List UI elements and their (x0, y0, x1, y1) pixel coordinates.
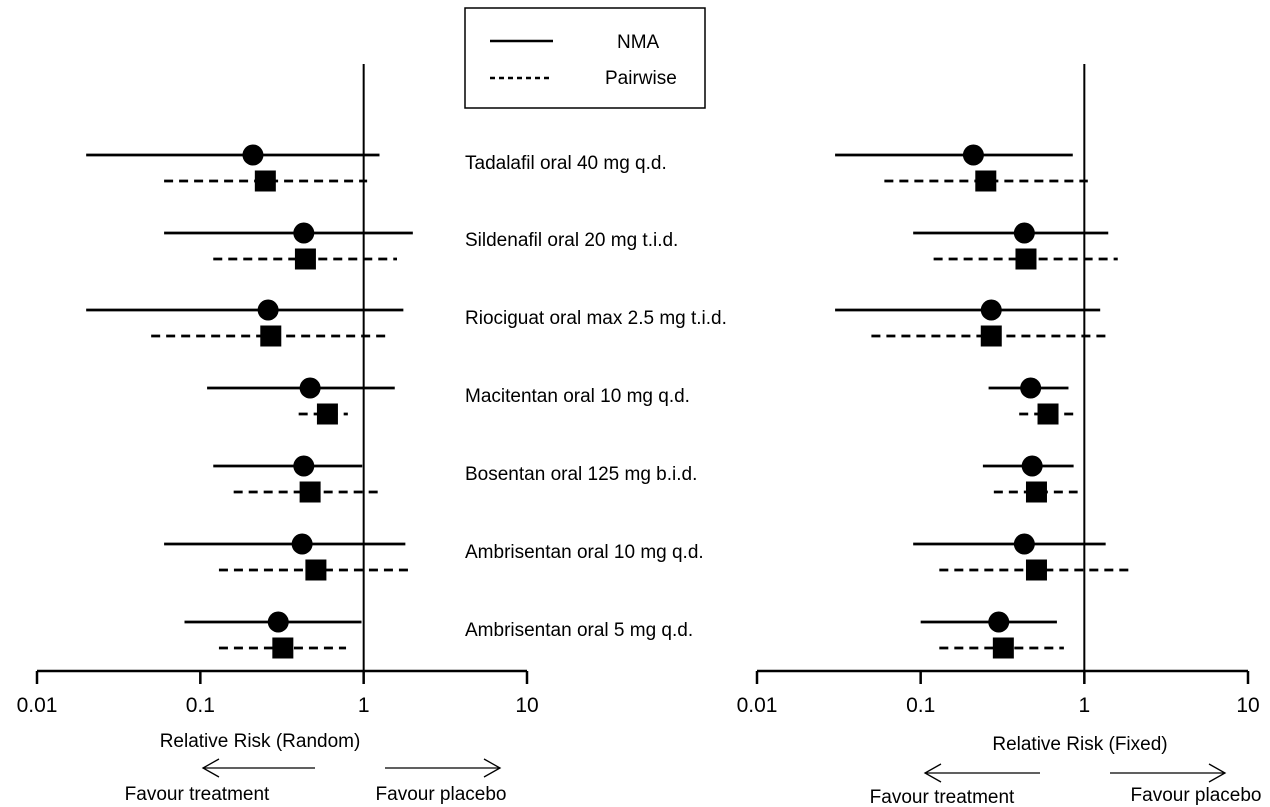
nma-estimate-marker (1013, 533, 1035, 555)
nma-estimate-marker (267, 611, 289, 633)
treatment-label: Sildenafil oral 20 mg t.i.d. (465, 230, 678, 251)
pairwise-estimate-marker (992, 637, 1014, 659)
nma-estimate-marker (242, 144, 264, 166)
treatment-label: Bosentan oral 125 mg b.i.d. (465, 464, 697, 485)
nma-estimate-marker (1013, 222, 1035, 244)
treatment-label: Riociguat oral max 2.5 mg t.i.d. (465, 308, 727, 329)
nma-estimate-marker (299, 377, 321, 399)
favour-treatment-label: Favour treatment (870, 787, 1015, 807)
nma-estimate-marker (988, 611, 1010, 633)
legend: NMA Pairwise (464, 7, 706, 109)
left-arrow-head-icon (201, 758, 220, 778)
pairwise-estimate-marker (260, 325, 282, 347)
nma-estimate-marker (1020, 377, 1042, 399)
x-tick-label: 10 (1236, 694, 1259, 717)
nma-estimate-marker (293, 222, 315, 244)
nma-estimate-marker (962, 144, 984, 166)
x-tick-label: 1 (1078, 694, 1090, 717)
fixed-effects-direction-arrows (923, 763, 1227, 783)
x-tick-label: 0.01 (17, 694, 58, 717)
legend-nma-label: NMA (617, 32, 660, 53)
pairwise-estimate-marker (1025, 559, 1047, 581)
random-effects-panel: 0.01 0.1 1 10 Relative Risk (Random) Favour… (17, 64, 539, 805)
nma-estimate-marker (293, 455, 315, 477)
pairwise-estimate-marker (1015, 248, 1037, 270)
pairwise-estimate-marker (975, 170, 997, 192)
favour-treatment-label: Favour treatment (125, 784, 270, 805)
fixed-effects-x-axis-title: Relative Risk (Fixed) (992, 734, 1167, 755)
random-effects-x-axis-title: Relative Risk (Random) (160, 731, 361, 752)
favour-placebo-label: Favour placebo (376, 784, 507, 805)
treatment-labels: Tadalafil oral 40 mg q.d. Sildenafil ora… (465, 153, 727, 641)
fixed-effects-marks (835, 64, 1132, 671)
pairwise-estimate-marker (272, 637, 294, 659)
pairwise-estimate-marker (980, 325, 1002, 347)
treatment-label: Ambrisentan oral 10 mg q.d. (465, 542, 704, 563)
treatment-label: Ambrisentan oral 5 mg q.d. (465, 620, 693, 641)
pairwise-estimate-marker (1037, 403, 1059, 425)
legend-box (464, 7, 706, 109)
favour-placebo-label: Favour placebo (1131, 785, 1262, 806)
nma-estimate-marker (980, 299, 1002, 321)
random-effects-x-axis: 0.01 0.1 1 10 (17, 669, 539, 717)
pairwise-estimate-marker (299, 481, 321, 503)
x-tick-label: 0.01 (737, 694, 778, 717)
pairwise-estimate-marker (316, 403, 338, 425)
fixed-effects-x-axis: 0.01 0.1 1 10 (737, 669, 1260, 717)
x-tick-label: 1 (358, 694, 370, 717)
treatment-label: Tadalafil oral 40 mg q.d. (465, 153, 667, 174)
x-tick-label: 0.1 (186, 694, 215, 717)
pairwise-estimate-marker (305, 559, 327, 581)
left-arrow-head-icon (923, 763, 942, 783)
fixed-effects-panel: 0.01 0.1 1 10 Relative Risk (Fixed) Favour … (737, 64, 1262, 807)
nma-estimate-marker (1021, 455, 1043, 477)
random-effects-direction-arrows (201, 758, 502, 778)
right-arrow-head-icon (1208, 763, 1227, 783)
treatment-label: Macitentan oral 10 mg q.d. (465, 386, 690, 407)
x-tick-label: 10 (515, 694, 538, 717)
x-tick-label: 0.1 (906, 694, 935, 717)
nma-estimate-marker (257, 299, 279, 321)
right-arrow-head-icon (483, 758, 502, 778)
legend-pairwise-label: Pairwise (605, 68, 677, 89)
pairwise-estimate-marker (294, 248, 316, 270)
random-effects-marks (86, 64, 413, 671)
nma-estimate-marker (291, 533, 313, 555)
pairwise-estimate-marker (254, 170, 276, 192)
pairwise-estimate-marker (1025, 481, 1047, 503)
